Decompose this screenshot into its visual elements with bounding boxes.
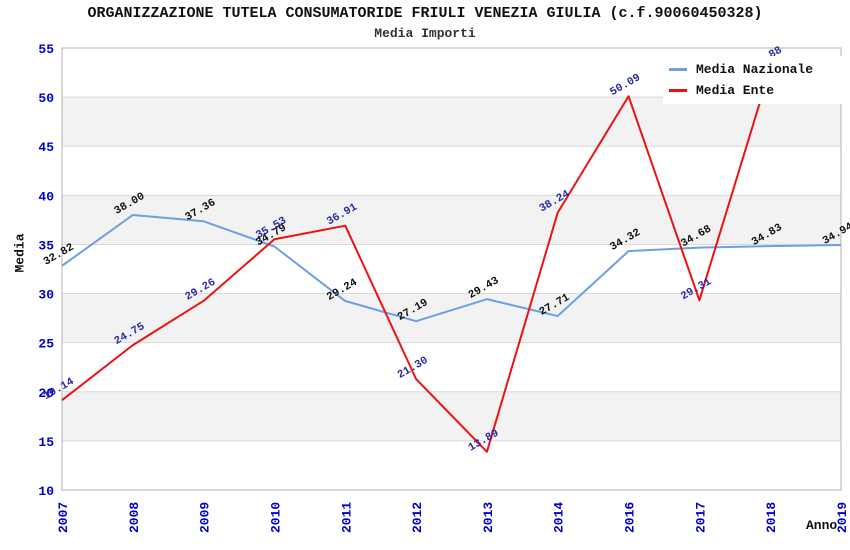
legend-label: Media Ente	[696, 83, 775, 98]
y-tick-label: 40	[38, 189, 54, 204]
plot-band	[62, 244, 841, 294]
y-tick-label: 10	[38, 484, 54, 499]
x-tick-label: 2008	[127, 502, 142, 533]
x-tick-label: 2009	[198, 502, 213, 533]
plot-border	[61, 47, 842, 491]
plot-band	[62, 293, 841, 343]
legend-label: Media Nazionale	[696, 62, 814, 77]
y-tick-label: 25	[38, 337, 54, 352]
legend-item-media-ente: Media Ente	[669, 83, 847, 98]
plot-band	[62, 146, 841, 196]
legend-swatch	[669, 89, 687, 92]
x-tick-label: 2010	[268, 502, 283, 533]
y-tick-label: 30	[38, 288, 54, 303]
series-line-media-ente	[61, 68, 772, 453]
y-tick-label: 20	[38, 386, 54, 401]
series-lines	[61, 68, 842, 453]
y-axis-title: Media	[12, 233, 28, 273]
plot-border-rect	[61, 47, 842, 491]
y-tick-label: 15	[38, 435, 54, 450]
x-tick-label: 2019	[835, 502, 850, 533]
x-tick-label: 2018	[764, 502, 779, 533]
y-tick-label: 50	[38, 91, 54, 106]
x-axis-ticks: 2007 2008 2009 2010 2011 2012 2013 2014 2016 2017…	[56, 502, 850, 533]
y-tick-label: 55	[38, 42, 54, 57]
x-tick-label: 2017	[693, 502, 708, 533]
legend: Media Nazionale Media Ente	[663, 56, 847, 104]
x-tick-label: 2016	[623, 502, 638, 533]
plot-bands	[62, 48, 841, 490]
x-tick-label: 2014	[552, 502, 567, 533]
y-tick-label: 45	[38, 140, 54, 155]
chart-title: ORGANIZZAZIONE TUTELA CONSUMATORIDE FRIU…	[87, 5, 763, 22]
legend-item-media-nazionale: Media Nazionale	[669, 62, 847, 77]
series-line-media-nazionale	[61, 213, 842, 323]
x-tick-label: 2011	[339, 502, 354, 533]
x-tick-label: 2013	[481, 502, 496, 533]
plot-band	[62, 440, 841, 490]
y-axis-ticks: 10 15 20 25 30 35 40 45 50 55	[38, 42, 54, 499]
chart-subtitle: Media Importi	[374, 26, 476, 41]
x-axis-title: Anno	[806, 518, 838, 533]
plot-band	[62, 342, 841, 392]
gridlines	[62, 96, 841, 442]
x-tick-label: 2007	[56, 502, 71, 533]
plot-band	[62, 97, 841, 147]
legend-swatch	[669, 68, 687, 71]
y-tick-label: 35	[38, 238, 54, 253]
x-tick-label: 2012	[410, 502, 425, 533]
